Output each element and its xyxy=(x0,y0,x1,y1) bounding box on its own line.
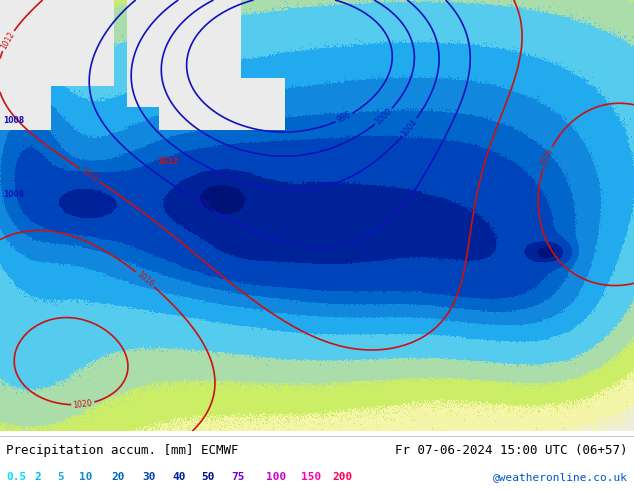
Text: 1012: 1012 xyxy=(0,30,16,51)
Text: 1012: 1012 xyxy=(157,157,179,166)
Text: 996: 996 xyxy=(335,111,353,125)
Text: 1016: 1016 xyxy=(135,270,155,289)
Text: 30: 30 xyxy=(143,472,156,482)
Text: 1016: 1016 xyxy=(539,147,555,168)
Text: 1012: 1012 xyxy=(79,166,100,184)
Text: Fr 07-06-2024 15:00 UTC (06+57): Fr 07-06-2024 15:00 UTC (06+57) xyxy=(395,444,628,457)
Text: 75: 75 xyxy=(231,472,245,482)
Text: 200: 200 xyxy=(333,472,353,482)
Text: 50: 50 xyxy=(202,472,215,482)
Text: 10: 10 xyxy=(79,472,93,482)
Text: 20: 20 xyxy=(111,472,124,482)
Text: 1000: 1000 xyxy=(373,107,394,126)
Text: Precipitation accum. [mm] ECMWF: Precipitation accum. [mm] ECMWF xyxy=(6,444,239,457)
Text: 100: 100 xyxy=(266,472,287,482)
Text: 2: 2 xyxy=(35,472,42,482)
Text: 1008: 1008 xyxy=(3,116,24,125)
Text: 1008: 1008 xyxy=(3,190,24,198)
Text: 5: 5 xyxy=(57,472,64,482)
Text: 40: 40 xyxy=(172,472,186,482)
Text: 0.5: 0.5 xyxy=(6,472,27,482)
Text: 1004: 1004 xyxy=(400,117,419,138)
Text: 1020: 1020 xyxy=(73,398,93,410)
Text: 150: 150 xyxy=(301,472,321,482)
Text: @weatheronline.co.uk: @weatheronline.co.uk xyxy=(493,472,628,482)
Text: 1008: 1008 xyxy=(190,194,211,212)
